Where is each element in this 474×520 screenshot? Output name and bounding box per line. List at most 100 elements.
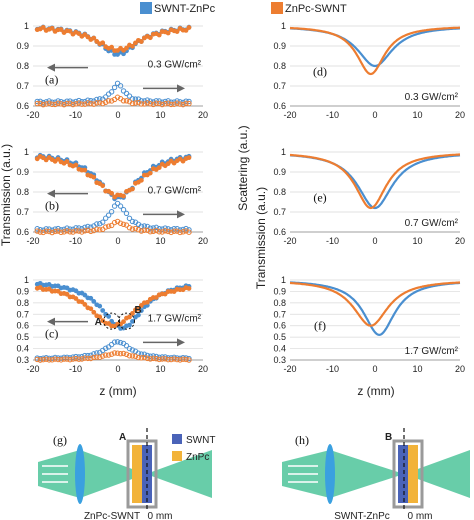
data-point-hollow: [88, 100, 94, 107]
data-point-hollow: [91, 227, 97, 234]
data-point-hollow: [94, 100, 100, 106]
x-tick-label: 10: [155, 236, 165, 246]
data-point-hollow: [180, 99, 186, 106]
data-point: [130, 319, 135, 324]
x-axis-title-left: z (mm): [99, 384, 136, 398]
data-point-hollow: [156, 229, 162, 235]
data-point-hollow: [100, 226, 106, 233]
data-point: [130, 43, 135, 49]
data-point: [183, 27, 189, 33]
panels: 10.90.80.70.6-20 -10 0 10 200.3 GW/cm²(a)10.…: [16, 21, 465, 374]
data-point-hollow: [73, 228, 79, 234]
data-point: [82, 302, 88, 307]
data-point-hollow: [156, 356, 162, 363]
data-point-hollow: [91, 354, 97, 361]
data-point-hollow: [79, 353, 85, 360]
middle-y-axis-title: Scattering (a.u.): [236, 125, 250, 210]
data-point-hollow: [102, 215, 109, 221]
data-point-hollow: [67, 355, 73, 361]
data-point-hollow: [94, 226, 100, 232]
data-point-hollow: [138, 355, 145, 361]
data-point: [109, 44, 115, 50]
data-point-hollow: [177, 357, 183, 363]
data-point-hollow: [108, 208, 115, 215]
x-axis-title-right: z (mm): [357, 384, 394, 398]
data-point-hollow: [168, 356, 174, 363]
chart-e: 1 0.9 0.8 0.7 0.6-20 -10 0 10 20 0.7 GW/cm² (e): [273, 147, 465, 246]
data-point-hollow: [132, 225, 139, 232]
x-tick-label: -20: [283, 236, 296, 246]
data-point-hollow: [165, 98, 171, 104]
data-point: [186, 155, 192, 161]
y-tick-label: 0.7: [16, 207, 29, 217]
data-point-hollow: [105, 212, 112, 218]
data-point-hollow: [102, 345, 109, 351]
data-point-hollow: [64, 356, 70, 362]
panel-label: (a): [45, 73, 58, 87]
data-point-hollow: [168, 101, 174, 108]
data-point: [88, 306, 94, 312]
intensity-annotation: 1.7 GW/cm²: [148, 314, 202, 325]
data-point-hollow: [102, 94, 109, 100]
data-point: [127, 314, 132, 320]
data-point-hollow: [61, 226, 67, 232]
data-point-hollow: [102, 99, 109, 106]
y-tick-label: 0.9: [16, 286, 29, 296]
x-tick-label: 10: [155, 110, 165, 120]
data-point-hollow: [126, 345, 133, 352]
data-point: [97, 303, 103, 309]
data-point-hollow: [111, 350, 118, 356]
data-point-hollow: [85, 355, 91, 362]
marker-label-b: B: [135, 305, 142, 316]
data-point-hollow: [186, 229, 192, 235]
data-point: [91, 35, 97, 41]
x-tick-label: -10: [69, 364, 82, 374]
y-tick-label: 0.9: [273, 167, 286, 177]
y-tick-label: 0.9: [273, 286, 286, 296]
series-line-swnt-znpc: [290, 27, 460, 68]
schematic-g: (g) A ZnPc-SWNT 0 mm SWNT ZnPc: [38, 428, 215, 520]
data-point-hollow: [102, 224, 109, 230]
data-point-hollow: [174, 100, 180, 106]
legend-label-znpc-swnt: ZnPc-SWNT: [285, 3, 347, 15]
data-point-hollow: [150, 228, 156, 234]
zero-label-h: 0 mm: [408, 511, 433, 520]
data-point-hollow: [117, 339, 124, 346]
data-point-hollow: [159, 356, 165, 362]
data-point: [97, 314, 103, 320]
data-point-hollow: [186, 100, 192, 107]
data-point-hollow: [55, 228, 61, 234]
data-point-hollow: [49, 101, 55, 108]
data-point: [136, 306, 141, 312]
lens: [75, 444, 85, 504]
x-tick-label: -10: [326, 364, 339, 374]
legend-swnt-swatch: [172, 434, 182, 444]
x-tick-label: 20: [198, 236, 208, 246]
data-point-hollow: [153, 224, 159, 231]
cell-label-a: A: [119, 432, 126, 443]
data-point-hollow: [49, 227, 55, 233]
x-tick-label: 20: [198, 364, 208, 374]
data-point-hollow: [55, 356, 61, 363]
data-point-hollow: [43, 226, 49, 232]
x-tick-label: -20: [26, 364, 39, 374]
data-point-hollow: [76, 228, 82, 234]
data-point-hollow: [76, 225, 82, 231]
data-point-hollow: [144, 100, 151, 106]
x-tick-label: -10: [326, 110, 339, 120]
data-point-hollow: [82, 355, 88, 361]
data-point-hollow: [73, 225, 79, 231]
data-point-hollow: [105, 352, 112, 358]
x-tick-label: 0: [372, 236, 377, 246]
data-point-hollow: [97, 227, 103, 233]
data-point-hollow: [120, 350, 127, 357]
data-point-hollow: [180, 101, 186, 108]
data-point-hollow: [34, 100, 40, 107]
data-point-hollow: [46, 228, 52, 235]
data-point-hollow: [141, 354, 148, 361]
data-point-hollow: [186, 227, 192, 233]
marker-label-a: A: [95, 317, 102, 328]
data-point-hollow: [58, 357, 64, 363]
data-point: [156, 165, 162, 171]
data-point-hollow: [183, 356, 189, 363]
